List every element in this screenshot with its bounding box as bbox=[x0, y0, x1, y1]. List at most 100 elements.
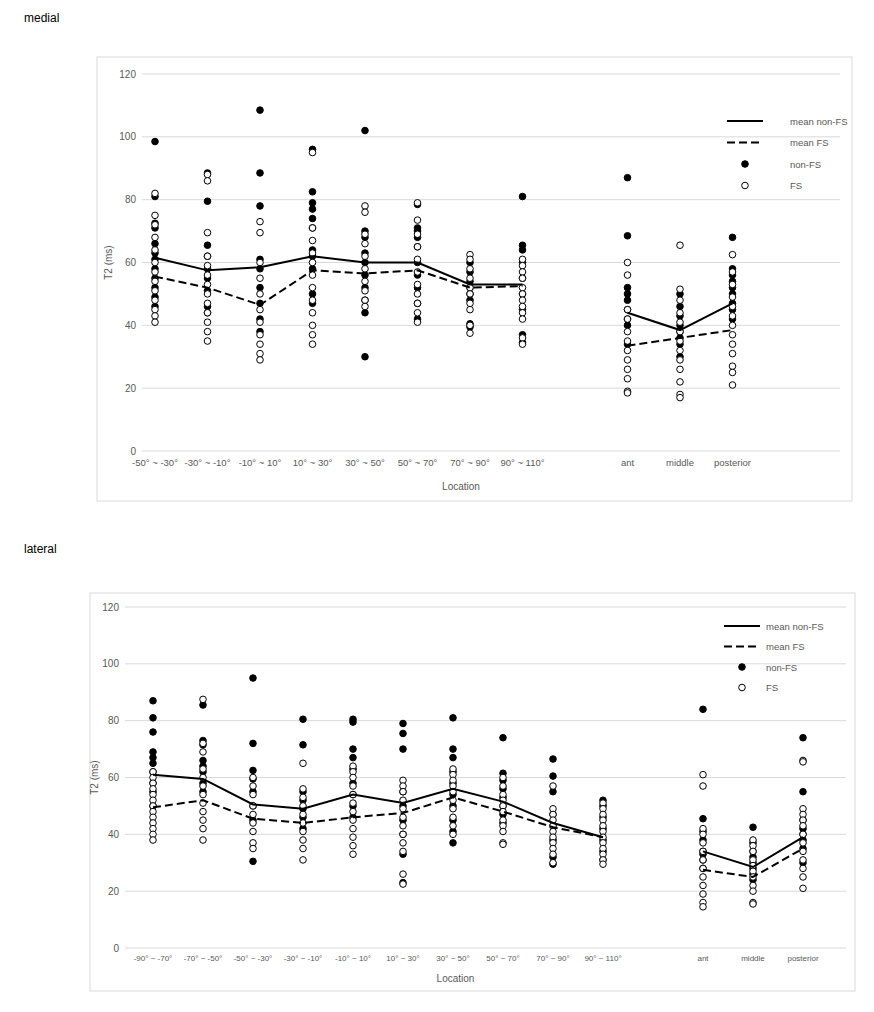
y-tick-label: 0 bbox=[113, 943, 119, 954]
filled-point bbox=[250, 675, 257, 682]
open-point bbox=[677, 366, 684, 373]
open-point bbox=[414, 291, 421, 298]
mean-line bbox=[153, 775, 803, 867]
filled-point bbox=[624, 322, 631, 329]
open-point bbox=[309, 309, 316, 316]
filled-point bbox=[800, 788, 807, 795]
filled-point bbox=[309, 189, 316, 196]
x-tick-label: 70° ~ 90° bbox=[536, 954, 569, 963]
filled-point bbox=[300, 716, 307, 723]
open-point bbox=[624, 316, 631, 323]
open-point bbox=[257, 275, 264, 282]
open-point bbox=[800, 759, 807, 766]
filled-point bbox=[450, 840, 457, 847]
filled-point bbox=[362, 353, 369, 360]
open-point bbox=[550, 859, 557, 866]
grid-line bbox=[125, 834, 846, 835]
filled-point bbox=[519, 275, 526, 282]
open-point bbox=[729, 313, 736, 320]
y-tick-label: 100 bbox=[119, 131, 136, 142]
plot-area bbox=[150, 675, 807, 910]
open-point bbox=[400, 840, 407, 847]
open-point bbox=[700, 903, 707, 910]
legend-line bbox=[727, 142, 763, 144]
mean-line bbox=[155, 270, 733, 345]
open-point bbox=[750, 848, 757, 855]
chart-border bbox=[90, 593, 855, 991]
grid-line bbox=[125, 720, 846, 721]
y-tick-label: 60 bbox=[125, 257, 137, 268]
x-tick-label: posterior bbox=[714, 457, 751, 468]
legend-label: mean FS bbox=[790, 137, 829, 148]
filled-point bbox=[257, 170, 264, 177]
x-tick-label: -50° ~ -30° bbox=[132, 457, 178, 468]
open-point bbox=[729, 350, 736, 357]
open-point bbox=[800, 831, 807, 838]
filled-point bbox=[300, 742, 307, 749]
open-point bbox=[467, 306, 474, 313]
open-point bbox=[257, 218, 264, 225]
legend-label: FS bbox=[766, 682, 778, 693]
legend-label: non-FS bbox=[766, 662, 797, 673]
x-tick-label: 30° ~ 50° bbox=[345, 457, 385, 468]
filled-point bbox=[519, 193, 526, 200]
filled-point bbox=[362, 127, 369, 134]
open-point bbox=[152, 247, 159, 254]
y-tick-label: 20 bbox=[108, 886, 120, 897]
x-tick-label: -90° ~ -70° bbox=[134, 954, 173, 963]
open-point bbox=[400, 814, 407, 821]
open-point bbox=[450, 823, 457, 830]
open-point bbox=[200, 696, 207, 703]
filled-point bbox=[250, 767, 257, 774]
open-point bbox=[700, 891, 707, 898]
open-point bbox=[519, 269, 526, 276]
grid-line bbox=[125, 891, 846, 892]
legend-label: mean FS bbox=[766, 641, 805, 652]
open-point bbox=[152, 269, 159, 276]
open-point bbox=[309, 341, 316, 348]
open-point bbox=[519, 297, 526, 304]
open-point bbox=[500, 774, 507, 781]
x-tick-label: -10° ~ 10° bbox=[335, 954, 371, 963]
open-point bbox=[152, 190, 159, 197]
x-axis-title: Location bbox=[437, 973, 475, 984]
open-point bbox=[519, 291, 526, 298]
open-point bbox=[519, 256, 526, 263]
open-point bbox=[800, 885, 807, 892]
filled-point bbox=[257, 203, 264, 210]
open-point bbox=[677, 309, 684, 316]
open-point bbox=[700, 882, 707, 889]
open-point bbox=[467, 300, 474, 307]
open-point bbox=[414, 281, 421, 288]
open-point bbox=[700, 783, 707, 790]
y-tick-label: 80 bbox=[125, 194, 137, 205]
filled-point bbox=[150, 715, 157, 722]
y-tick-label: 20 bbox=[125, 383, 137, 394]
filled-point bbox=[150, 760, 157, 767]
open-point bbox=[729, 251, 736, 258]
filled-point bbox=[624, 316, 631, 323]
open-point bbox=[350, 783, 357, 790]
open-point bbox=[204, 328, 211, 335]
open-point bbox=[519, 309, 526, 316]
filled-point bbox=[400, 746, 407, 753]
filled-point bbox=[150, 729, 157, 736]
open-point bbox=[300, 786, 307, 793]
open-point bbox=[677, 319, 684, 326]
open-point bbox=[624, 366, 631, 373]
open-point bbox=[362, 265, 369, 272]
open-point bbox=[677, 347, 684, 354]
open-point bbox=[250, 811, 257, 818]
open-point bbox=[467, 265, 474, 272]
open-point bbox=[204, 229, 211, 236]
filled-point bbox=[400, 831, 407, 838]
filled-point bbox=[309, 291, 316, 298]
y-tick-label: 120 bbox=[119, 69, 136, 80]
x-tick-label: 90° ~ 110° bbox=[584, 954, 621, 963]
open-point bbox=[519, 303, 526, 310]
open-point bbox=[152, 297, 159, 304]
open-point bbox=[204, 291, 211, 298]
y-tick-label: 100 bbox=[102, 658, 119, 669]
open-point bbox=[362, 253, 369, 260]
open-point bbox=[204, 272, 211, 279]
